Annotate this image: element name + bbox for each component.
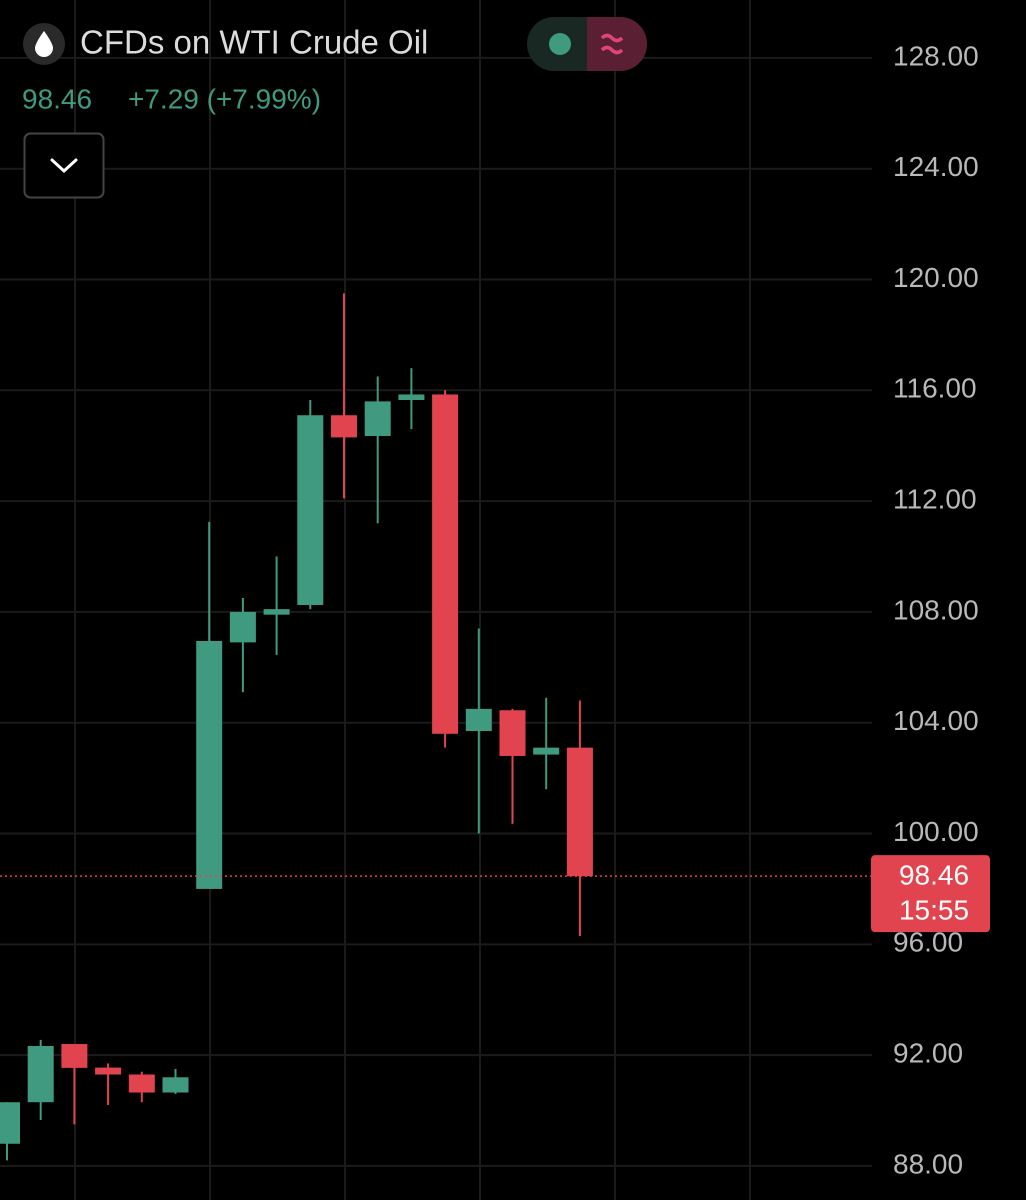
y-tick-label: 88.00 bbox=[893, 1148, 963, 1179]
countdown-label: 15:55 bbox=[899, 895, 969, 926]
collapse-button[interactable] bbox=[23, 132, 105, 199]
candle-body bbox=[95, 1067, 122, 1075]
y-tick-label: 128.00 bbox=[893, 40, 979, 71]
candle-body bbox=[196, 640, 223, 889]
last-price: 98.46 bbox=[22, 83, 92, 114]
candle-body bbox=[398, 394, 425, 400]
y-tick-label: 116.00 bbox=[893, 373, 977, 404]
candle-body bbox=[364, 401, 391, 437]
candle-body bbox=[297, 415, 324, 605]
last-price-label: 98.46 bbox=[899, 860, 969, 891]
chevron-icon bbox=[50, 158, 78, 174]
delayed-icon bbox=[600, 33, 624, 55]
candle-body bbox=[27, 1045, 54, 1103]
drop-icon bbox=[35, 31, 53, 57]
candle-body bbox=[432, 394, 459, 734]
candle-body bbox=[128, 1074, 155, 1093]
y-tick-label: 104.00 bbox=[893, 705, 979, 736]
y-tick-label: 92.00 bbox=[893, 1038, 963, 1069]
candle-body bbox=[162, 1077, 189, 1093]
price-change: +7.29 (+7.99%) bbox=[128, 83, 321, 114]
y-tick-label: 112.00 bbox=[893, 483, 977, 514]
candle-body bbox=[263, 609, 290, 615]
status-dot bbox=[549, 33, 571, 55]
candle-body bbox=[499, 710, 526, 756]
candle-body bbox=[566, 747, 593, 877]
y-tick-label: 100.00 bbox=[893, 816, 979, 847]
candles bbox=[0, 293, 872, 1161]
chart-title: CFDs on WTI Crude Oil bbox=[80, 24, 428, 61]
candle-body bbox=[229, 611, 256, 643]
y-tick-label: 124.00 bbox=[893, 151, 979, 182]
last-price-box bbox=[871, 855, 990, 933]
candle-body bbox=[0, 1102, 20, 1144]
candle-body bbox=[61, 1044, 88, 1068]
status-pill-right bbox=[587, 17, 647, 71]
candle-body bbox=[331, 415, 357, 438]
y-tick-label: 108.00 bbox=[893, 594, 979, 625]
candle-body bbox=[465, 708, 492, 732]
y-tick-label: 120.00 bbox=[893, 262, 979, 293]
candle-body bbox=[533, 747, 560, 755]
price-axis: 88.0092.0096.00100.00104.00108.00112.001… bbox=[871, 40, 990, 1179]
